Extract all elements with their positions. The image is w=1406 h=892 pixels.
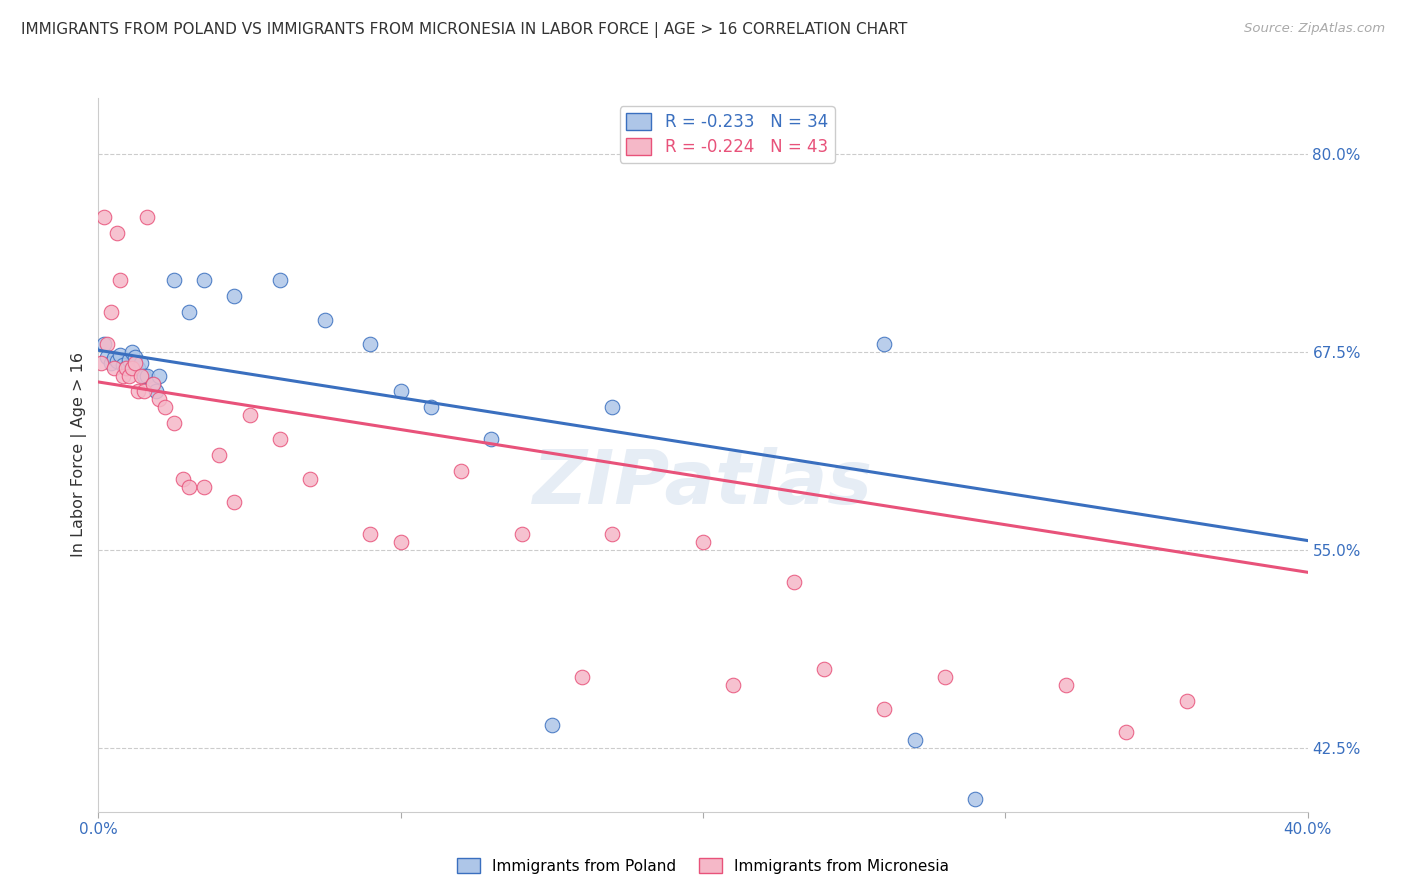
Point <box>142 376 165 391</box>
Point <box>105 354 128 368</box>
Point <box>602 401 624 415</box>
Point <box>121 360 143 375</box>
Point <box>93 210 115 224</box>
Point <box>692 535 714 549</box>
Point <box>450 464 472 478</box>
Point <box>179 480 201 494</box>
Point <box>193 273 215 287</box>
Point <box>105 226 128 240</box>
Point <box>934 670 956 684</box>
Text: ZIPatlas: ZIPatlas <box>533 447 873 520</box>
Point <box>873 701 896 715</box>
Point <box>269 432 291 446</box>
Point <box>114 360 136 375</box>
Text: IMMIGRANTS FROM POLAND VS IMMIGRANTS FROM MICRONESIA IN LABOR FORCE | AGE > 16 C: IMMIGRANTS FROM POLAND VS IMMIGRANTS FRO… <box>21 22 907 38</box>
Point <box>132 368 155 383</box>
Point <box>1054 678 1077 692</box>
Point <box>124 356 146 370</box>
Point <box>118 368 141 383</box>
Point <box>904 733 927 747</box>
Point <box>103 351 125 366</box>
Point <box>163 273 186 287</box>
Point <box>111 358 134 372</box>
Point <box>269 273 291 287</box>
Point <box>299 472 322 486</box>
Point <box>96 350 118 364</box>
Point <box>111 368 134 383</box>
Point <box>127 384 149 399</box>
Point <box>96 337 118 351</box>
Point <box>193 480 215 494</box>
Point <box>114 360 136 375</box>
Point <box>135 368 157 383</box>
Point <box>153 401 176 415</box>
Legend: Immigrants from Poland, Immigrants from Micronesia: Immigrants from Poland, Immigrants from … <box>451 852 955 880</box>
Point <box>965 792 987 806</box>
Point <box>239 409 262 423</box>
Point <box>100 356 122 370</box>
Point <box>723 678 745 692</box>
Point <box>389 535 412 549</box>
Point <box>540 717 562 731</box>
Point <box>124 350 146 364</box>
Point <box>172 472 194 486</box>
Point <box>1175 694 1198 708</box>
Point <box>93 337 115 351</box>
Point <box>108 348 131 362</box>
Point <box>90 356 112 370</box>
Point <box>420 401 443 415</box>
Point <box>135 210 157 224</box>
Point <box>121 344 143 359</box>
Point <box>179 305 201 319</box>
Legend: R = -0.233   N = 34, R = -0.224   N = 43: R = -0.233 N = 34, R = -0.224 N = 43 <box>620 106 835 162</box>
Point <box>224 289 246 303</box>
Point <box>224 495 246 509</box>
Point <box>389 384 412 399</box>
Point <box>103 360 125 375</box>
Point <box>118 352 141 367</box>
Point <box>163 416 186 430</box>
Point <box>314 313 336 327</box>
Point <box>783 574 806 589</box>
Point <box>208 448 231 462</box>
Point <box>129 368 152 383</box>
Point <box>510 527 533 541</box>
Point <box>100 305 122 319</box>
Point <box>148 368 170 383</box>
Point <box>129 356 152 370</box>
Point <box>481 432 503 446</box>
Point <box>360 337 382 351</box>
Point <box>127 360 149 375</box>
Point <box>132 384 155 399</box>
Point <box>602 527 624 541</box>
Point <box>108 273 131 287</box>
Point <box>571 670 593 684</box>
Point <box>145 384 167 399</box>
Point <box>148 392 170 407</box>
Text: Source: ZipAtlas.com: Source: ZipAtlas.com <box>1244 22 1385 36</box>
Y-axis label: In Labor Force | Age > 16: In Labor Force | Age > 16 <box>72 352 87 558</box>
Point <box>873 337 896 351</box>
Point <box>1115 725 1137 739</box>
Point <box>813 662 835 676</box>
Point <box>360 527 382 541</box>
Point <box>142 376 165 391</box>
